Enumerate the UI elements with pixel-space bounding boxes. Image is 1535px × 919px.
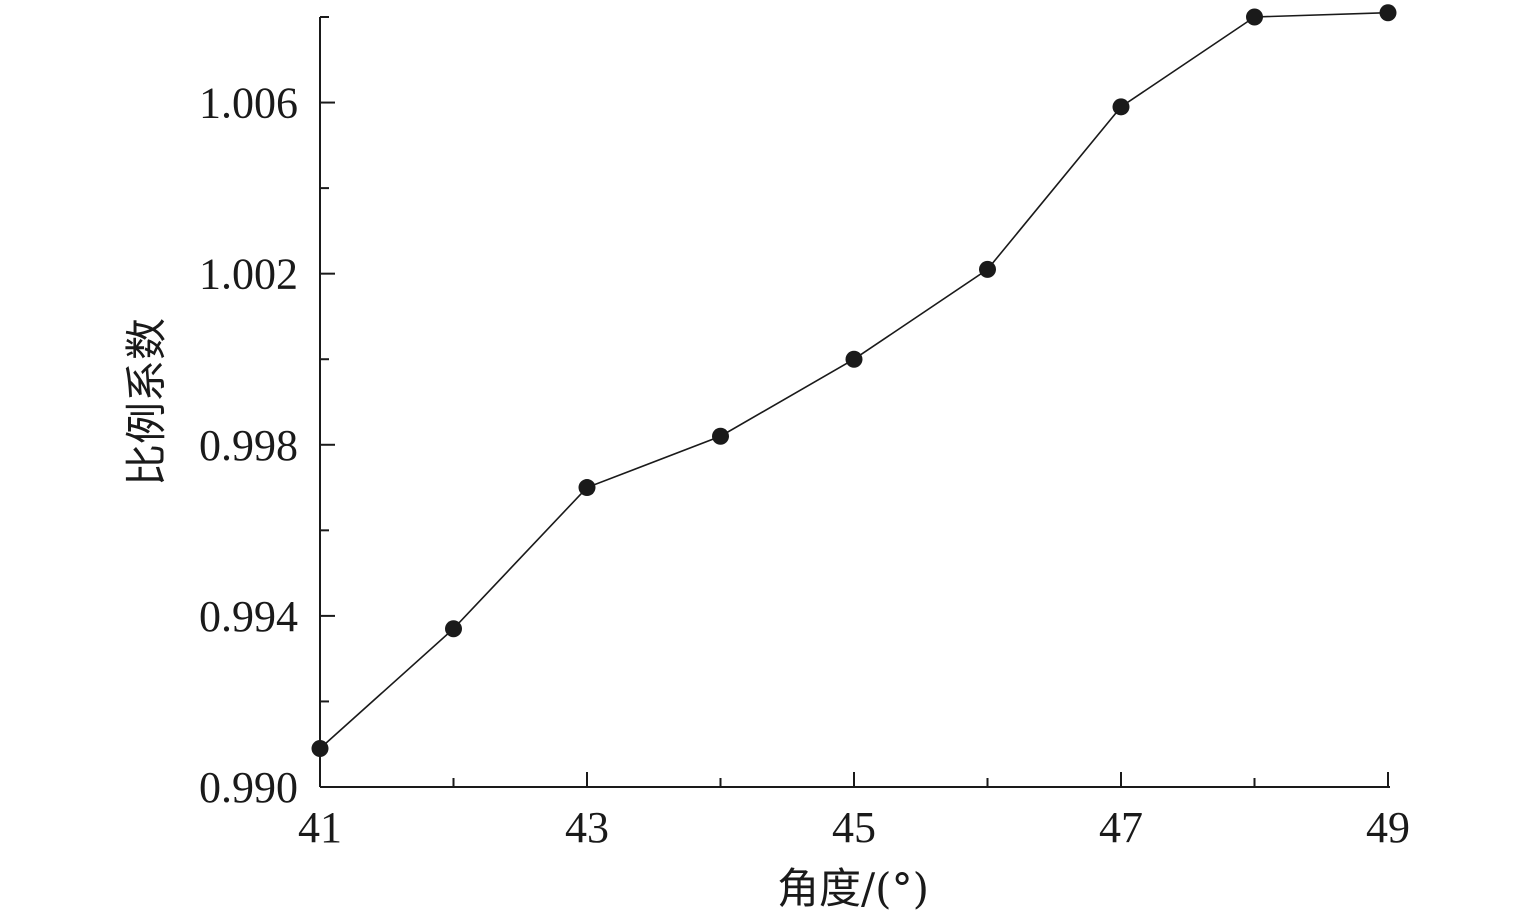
y-tick-label: 0.990	[199, 763, 298, 812]
data-point	[1246, 8, 1263, 26]
x-tick-label: 45	[832, 803, 876, 852]
y-tick-label: 1.002	[199, 250, 298, 299]
data-point	[979, 260, 996, 278]
axes	[319, 17, 1390, 788]
x-tick-label: 47	[1099, 803, 1143, 852]
x-tick-label: 43	[565, 803, 609, 852]
x-tick-label: 49	[1366, 803, 1410, 852]
data-series	[311, 4, 1397, 757]
series-line	[319, 11, 1389, 750]
y-axis-label: 比例系数	[122, 318, 171, 486]
y-tick-label: 0.994	[199, 592, 298, 641]
data-point	[445, 620, 462, 638]
data-point	[578, 479, 596, 497]
y-tick-label: 0.998	[199, 421, 298, 470]
tick-labels: 41 43 45 47 49 0.990 0.994 0.998 1.002 1.006	[199, 79, 1410, 852]
data-point	[1112, 98, 1130, 116]
x-tick-label: 41	[298, 803, 342, 852]
data-point	[845, 350, 863, 368]
axis-ticks	[319, 16, 1389, 788]
x-axis-label: 角度/(°)	[777, 864, 929, 913]
data-point	[1379, 4, 1397, 22]
y-tick-label: 1.006	[199, 79, 298, 128]
data-point	[712, 427, 729, 445]
data-point	[311, 740, 329, 757]
